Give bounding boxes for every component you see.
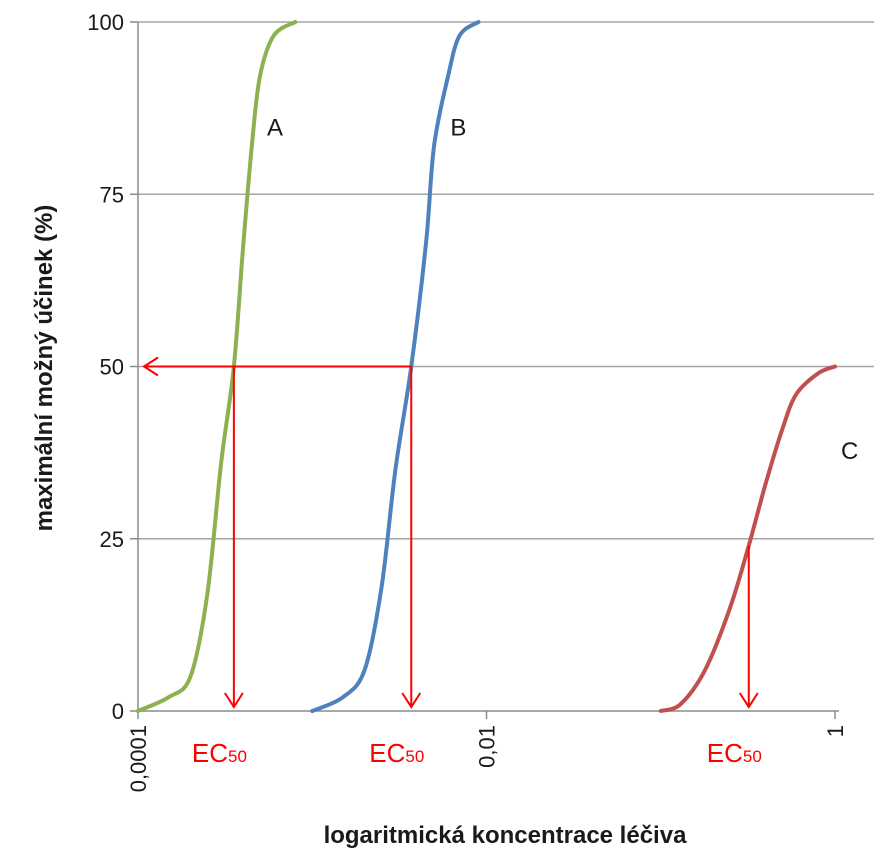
ec50-labels: EC50 EC50 EC50	[192, 738, 762, 768]
axes	[130, 21, 839, 719]
arrow-head	[738, 692, 759, 709]
y-tick-label: 75	[100, 182, 124, 207]
arrow-head	[224, 692, 244, 709]
x-tick-labels: 0,0001 0,01 1	[126, 725, 848, 792]
series-label-c: C	[841, 438, 858, 465]
y-tick-label: 0	[112, 699, 124, 724]
ec50-arrows	[142, 356, 759, 709]
series-labels: A B C	[267, 114, 858, 465]
series-label-b: B	[450, 114, 466, 141]
y-tick-labels: 0 25 50 75 100	[87, 10, 124, 724]
ec50-label: EC50	[192, 738, 247, 768]
series-label-a: A	[267, 114, 283, 141]
x-tick-label: 1	[823, 725, 848, 737]
y-tick-label: 50	[100, 355, 124, 380]
x-tick-label: 0,01	[475, 725, 500, 768]
y-tick-label: 25	[100, 527, 124, 552]
arrow-head	[142, 356, 159, 377]
y-axis-title: maximální možný účinek (%)	[31, 205, 58, 532]
arrow-head	[401, 692, 422, 709]
x-axis-title: logaritmická koncentrace léčiva	[324, 822, 688, 849]
gridlines	[138, 21, 874, 540]
ec50-label: EC50	[707, 738, 762, 768]
ec50-label: EC50	[369, 738, 424, 768]
curve-c	[658, 364, 837, 713]
x-tick-label: 0,0001	[126, 725, 151, 792]
y-tick-label: 100	[87, 10, 124, 35]
